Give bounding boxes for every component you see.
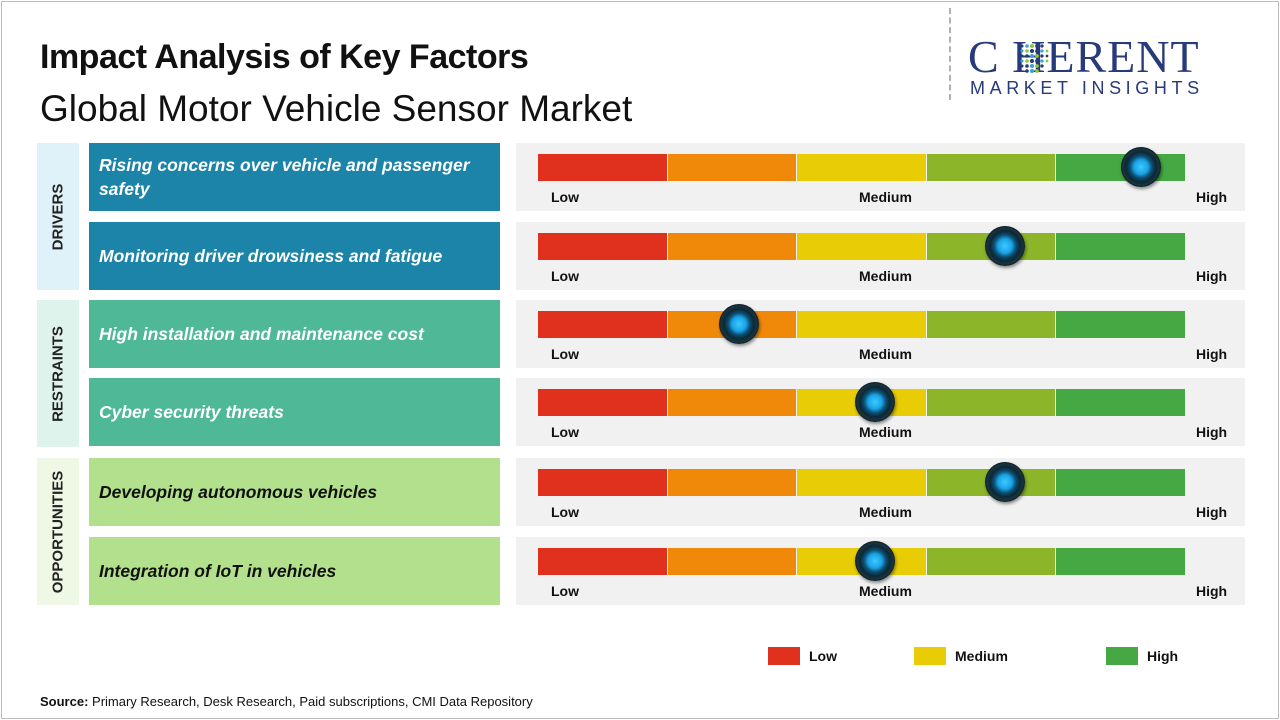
gauge-segment — [797, 469, 926, 496]
gauge-segment — [797, 154, 926, 181]
gauge-segment — [797, 233, 926, 260]
gauge-tick-high: High — [1196, 268, 1228, 284]
gauge-segment — [1056, 548, 1185, 575]
company-logo: C HERENT — [968, 30, 1200, 83]
gauge-tick-high: High — [1196, 424, 1228, 440]
gauge-segment — [797, 311, 926, 338]
impact-marker — [718, 304, 759, 344]
gauge-tick-medium: Medium — [859, 583, 912, 599]
gauge-tick-low: Low — [551, 268, 579, 284]
gauge-segment — [538, 233, 667, 260]
chart-subtitle: Global Motor Vehicle Sensor Market — [40, 88, 633, 129]
factor-label: High installation and maintenance cost — [89, 300, 500, 368]
gauge-segment — [926, 311, 1056, 338]
chart-title: Impact Analysis of Key Factors — [40, 38, 529, 76]
gauge-tick-high: High — [1196, 189, 1228, 205]
gauge-segment — [1056, 389, 1185, 416]
impact-marker — [1120, 147, 1161, 187]
impact-marker — [854, 382, 895, 422]
impact-marker — [984, 462, 1025, 502]
gauge-tick-high: High — [1196, 583, 1228, 599]
legend-swatch — [914, 647, 946, 665]
gauge-segment — [538, 389, 667, 416]
category-label: RESTRAINTS — [49, 325, 67, 422]
gauge-segment — [538, 469, 667, 496]
gauge-segment — [667, 548, 797, 575]
legend-label: High — [1147, 648, 1179, 664]
gauge-segment — [667, 469, 797, 496]
logo-wordmark: C HERENT — [968, 31, 1200, 82]
gauge-tick-low: Low — [551, 346, 579, 362]
category-drivers: DRIVERS — [37, 143, 79, 290]
gauge-segment — [667, 154, 797, 181]
factor-label: Monitoring driver drowsiness and fatigue — [89, 222, 500, 290]
gauge-segment — [538, 154, 667, 181]
gauge-tick-low: Low — [551, 189, 579, 205]
category-restraints: RESTRAINTS — [37, 300, 79, 447]
factor-label: Integration of IoT in vehicles — [89, 537, 500, 605]
gauge-segment — [1056, 469, 1185, 496]
gauge-tick-high: High — [1196, 346, 1228, 362]
logo-divider — [949, 8, 951, 100]
legend-label: Low — [809, 648, 837, 664]
gauge-segment — [538, 311, 667, 338]
gauge-segment — [667, 389, 797, 416]
legend-swatch — [768, 647, 800, 665]
gauge-segment — [1056, 311, 1185, 338]
logo-dot-globe-icon — [1020, 43, 1049, 74]
factor-label: Developing autonomous vehicles — [89, 458, 500, 526]
factor-label: Rising concerns over vehicle and passeng… — [89, 143, 500, 211]
category-label: DRIVERS — [49, 183, 67, 250]
gauge-segment — [1056, 233, 1185, 260]
logo-tagline: MARKET INSIGHTS — [970, 78, 1204, 98]
gauge-tick-medium: Medium — [859, 268, 912, 284]
source-prefix: Source: — [40, 694, 89, 709]
gauge-tick-medium: Medium — [859, 504, 912, 520]
gauge-tick-low: Low — [551, 583, 579, 599]
legend-label: Medium — [955, 648, 1008, 664]
gauge-tick-low: Low — [551, 504, 579, 520]
category-opportunities: OPPORTUNITIES — [37, 458, 79, 605]
category-label: OPPORTUNITIES — [49, 470, 67, 593]
legend-swatch — [1106, 647, 1138, 665]
gauge-segment — [667, 233, 797, 260]
source-text: Primary Research, Desk Research, Paid su… — [92, 694, 533, 709]
gauge-tick-medium: Medium — [859, 189, 912, 205]
gauge-tick-high: High — [1196, 504, 1228, 520]
impact-marker — [984, 226, 1025, 266]
gauge-segment — [926, 548, 1056, 575]
impact-marker — [854, 541, 895, 581]
factor-label: Cyber security threats — [89, 378, 500, 446]
gauge-segment — [538, 548, 667, 575]
gauge-tick-medium: Medium — [859, 424, 912, 440]
gauge-segment — [926, 389, 1056, 416]
gauge-tick-low: Low — [551, 424, 579, 440]
gauge-segment — [926, 154, 1056, 181]
source-note: Source: Primary Research, Desk Research,… — [40, 694, 533, 709]
gauge-tick-medium: Medium — [859, 346, 912, 362]
